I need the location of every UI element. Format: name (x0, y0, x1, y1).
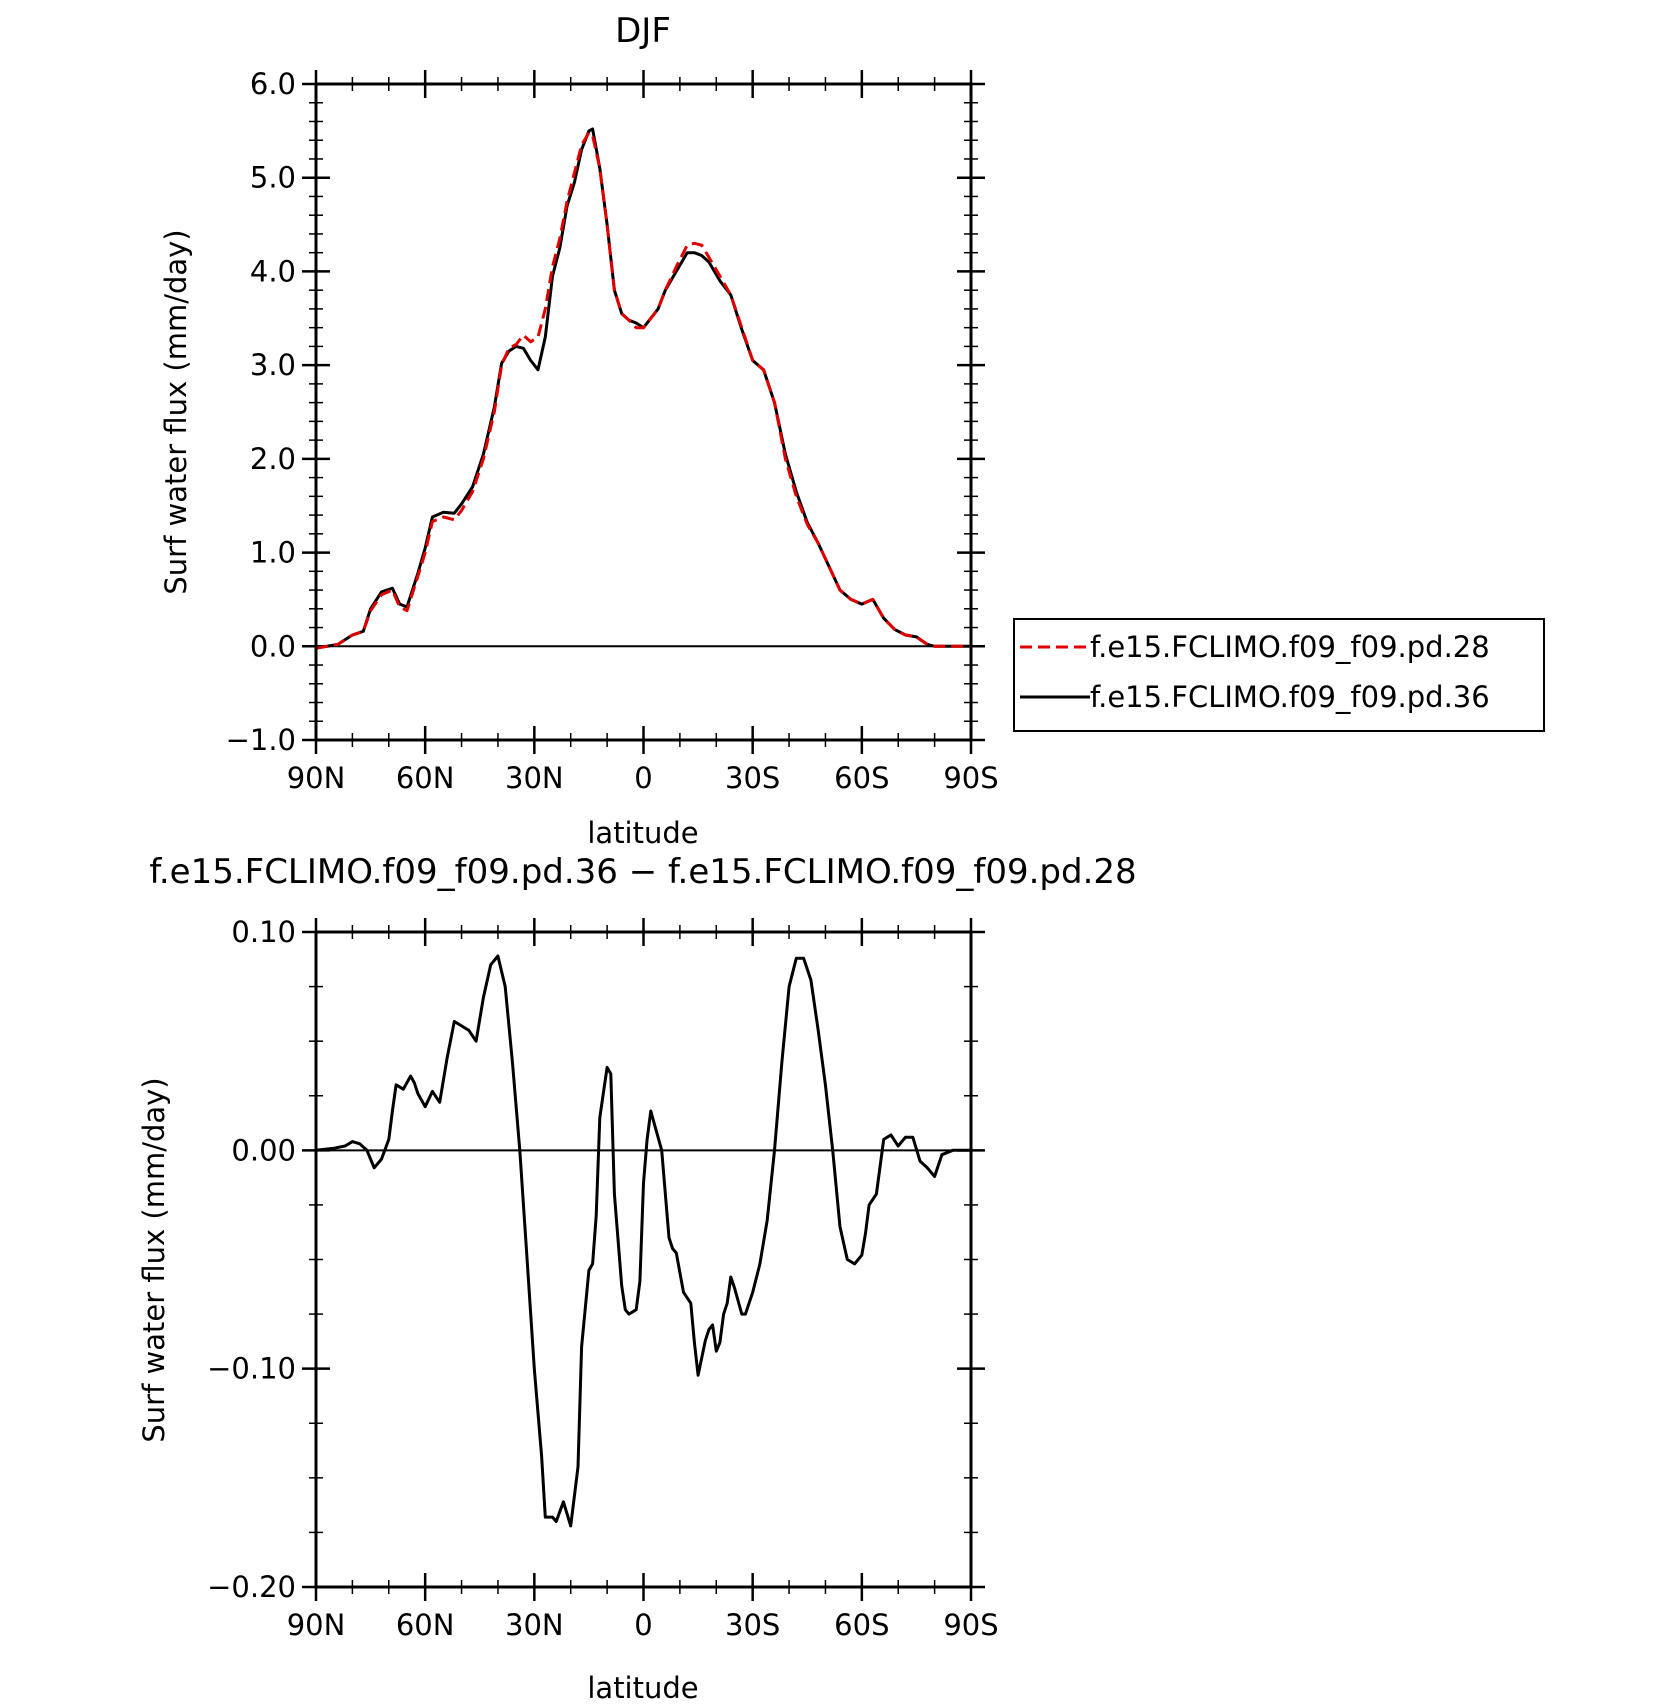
legend-box (1013, 618, 1545, 732)
bottom-panel-y-tick-labels: −0.20 −0.10 0.00 0.10 (207, 915, 296, 1604)
y-tick-label: 0.00 (231, 1133, 296, 1167)
top-panel-title: DJF (615, 11, 671, 51)
x-tick-label: 0 (634, 1608, 652, 1642)
top-panel-x-axis-label: latitude (587, 816, 698, 850)
x-tick-label: 0 (634, 761, 652, 795)
y-tick-label: 0.10 (231, 915, 296, 949)
x-tick-label: 90N (287, 761, 346, 795)
x-tick-label: 90S (943, 1608, 998, 1642)
top-panel-x-tick-labels: 90N 60N 30N 0 30S 60S 90S (287, 761, 999, 795)
top-panel-y-tick-labels: −1.0 0.0 1.0 2.0 3.0 4.0 5.0 6.0 (226, 67, 296, 757)
legend-label-pd28: f.e15.FCLIMO.f09_f09.pd.28 (1090, 630, 1490, 664)
top-panel-lines (315, 127, 971, 650)
top-panel-y-axis-label: Surf water flux (mm/day) (159, 229, 193, 594)
legend-label-pd36: f.e15.FCLIMO.f09_f09.pd.36 (1090, 680, 1490, 714)
y-tick-label: 3.0 (250, 348, 296, 382)
top-panel-frame (314, 82, 973, 742)
bottom-panel: f.e15.FCLIMO.f09_f09.pd.36 − f.e15.FCLIM… (137, 852, 1137, 1705)
bottom-panel-frame (314, 930, 973, 1589)
top-panel-ticks (302, 70, 985, 754)
x-tick-label: 30N (505, 1608, 564, 1642)
x-tick-label: 30N (505, 761, 564, 795)
bottom-panel-y-axis-label: Surf water flux (mm/day) (137, 1077, 171, 1442)
top-panel: DJF −1.0 0.0 1.0 2.0 3.0 4.0 5.0 6.0 90N 60N 30N 0… (159, 11, 1545, 850)
top-panel-series-line-1 (315, 127, 971, 650)
bottom-panel-lines (315, 954, 971, 1528)
x-tick-label: 90S (943, 761, 998, 795)
y-tick-label: 0.0 (250, 629, 296, 663)
legend: f.e15.FCLIMO.f09_f09.pd.28 f.e15.FCLIMO.… (1013, 618, 1545, 732)
bottom-panel-ticks (302, 918, 985, 1601)
x-tick-label: 60S (834, 761, 889, 795)
x-tick-label: 30S (725, 761, 780, 795)
y-tick-label: 6.0 (250, 67, 296, 101)
top-panel-series-line-0 (315, 131, 971, 650)
y-tick-label: −0.20 (207, 1570, 296, 1604)
bottom-panel-x-axis-label: latitude (587, 1671, 698, 1705)
x-tick-label: 90N (287, 1608, 346, 1642)
y-tick-label: 1.0 (250, 536, 296, 570)
bottom-panel-title: f.e15.FCLIMO.f09_f09.pd.36 − f.e15.FCLIM… (149, 852, 1136, 892)
x-tick-label: 60N (396, 761, 455, 795)
x-tick-label: 60S (834, 1608, 889, 1642)
bottom-panel-x-tick-labels: 90N 60N 30N 0 30S 60S 90S (287, 1608, 999, 1642)
y-tick-label: 2.0 (250, 442, 296, 476)
y-tick-label: 4.0 (250, 254, 296, 288)
bottom-panel-series-line-0 (315, 954, 971, 1528)
x-tick-label: 60N (396, 1608, 455, 1642)
y-tick-label: −1.0 (226, 723, 296, 757)
y-tick-label: 5.0 (250, 161, 296, 195)
y-tick-label: −0.10 (207, 1352, 296, 1386)
x-tick-label: 30S (725, 1608, 780, 1642)
